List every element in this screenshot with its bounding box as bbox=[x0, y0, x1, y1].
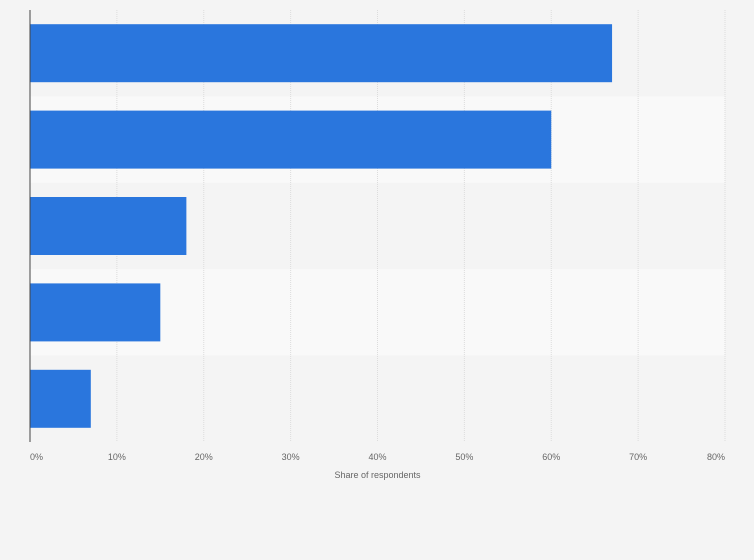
x-tick-label: 10% bbox=[108, 452, 126, 462]
x-tick-label: 80% bbox=[707, 452, 725, 462]
bar[interactable] bbox=[30, 24, 613, 83]
x-tick-label: 50% bbox=[455, 452, 473, 462]
x-tick-label: 20% bbox=[195, 452, 213, 462]
bar[interactable] bbox=[30, 110, 552, 169]
x-tick-label: 40% bbox=[368, 452, 386, 462]
x-tick-label: 0% bbox=[30, 452, 43, 462]
bar[interactable] bbox=[30, 283, 161, 342]
x-tick-label: 30% bbox=[282, 452, 300, 462]
x-tick-label: 60% bbox=[542, 452, 560, 462]
bar[interactable] bbox=[30, 369, 91, 428]
bar[interactable] bbox=[30, 197, 187, 255]
x-tick-label: 70% bbox=[629, 452, 647, 462]
x-axis-title: Share of respondents bbox=[334, 470, 421, 480]
